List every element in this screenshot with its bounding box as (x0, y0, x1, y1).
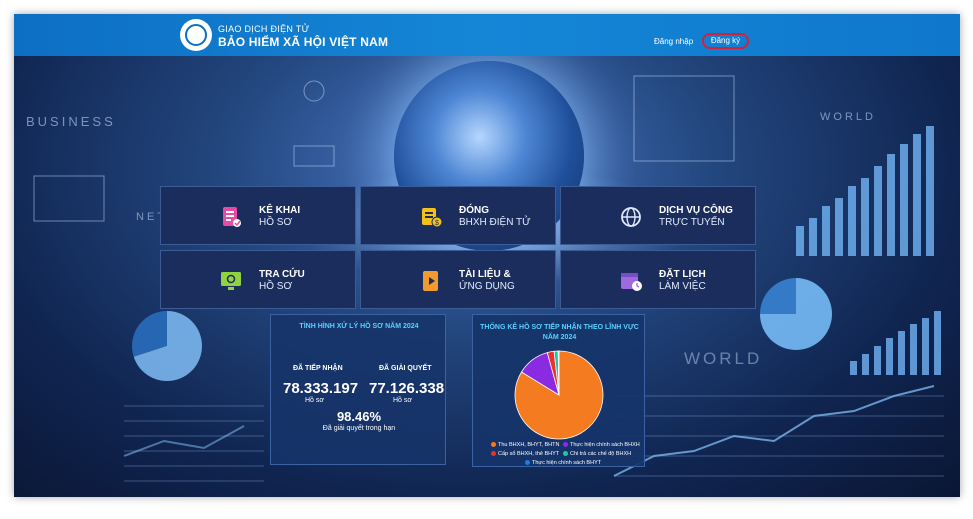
legend-swatch (491, 442, 496, 448)
brand-subtitle: GIAO DỊCH ĐIỆN TỬ (218, 24, 310, 34)
legend-label: Thực hiện chính sách BHYT (532, 460, 602, 466)
tile-subtitle: TRỰC TUYẾN (659, 217, 725, 228)
tile-title: ĐẶT LỊCH (659, 269, 706, 280)
legend-label: Chi trả các chế độ BHXH (570, 451, 632, 457)
tile-dong-bhxh[interactable]: $ ĐÓNG BHXH ĐIỆN TỬ (360, 186, 556, 245)
tile-subtitle: BHXH ĐIỆN TỬ (459, 217, 531, 228)
legend-item: Thực hiện chính sách BHXH (563, 442, 640, 448)
globe-icon (621, 207, 641, 227)
bg-text-business: BUSINESS (26, 114, 116, 129)
site-header: GIAO DỊCH ĐIỆN TỬ BẢO HIỂM XÃ HỘI VIỆT N… (14, 14, 960, 56)
register-button[interactable]: Đăng ký (702, 33, 749, 49)
bg-pie-graphic-right (760, 278, 832, 350)
document-form-icon (223, 207, 241, 227)
legend-label: Thu BHXH, BHYT, BHTN (498, 442, 560, 448)
received-value: 78.333.197 (283, 380, 359, 397)
pie-chart (514, 350, 604, 440)
on-time-rate: 98.46% (336, 409, 382, 424)
bg-decorations (33, 75, 944, 482)
received-unit: Hồ sơ (305, 397, 324, 404)
legend-label: Cấp sổ BHXH, thẻ BHYT (498, 451, 560, 457)
tile-subtitle: ỨNG DỤNG (459, 281, 515, 292)
tile-subtitle: LÀM VIỆC (659, 281, 706, 292)
tile-title: TÀI LIỆU & (459, 269, 511, 280)
tile-tai-lieu[interactable]: TÀI LIỆU & ỨNG DỤNG (360, 250, 556, 309)
bg-text-world-1: WORLD (820, 111, 876, 123)
legend-swatch (563, 451, 568, 457)
resolved-value: 77.126.338 (369, 380, 445, 397)
legend-item: Chi trả các chế độ BHXH (563, 451, 631, 457)
resolved-unit: Hồ sơ (393, 397, 412, 404)
legend-item: Thực hiện chính sách BHYT (525, 460, 601, 466)
legend-swatch (525, 460, 530, 466)
tile-subtitle: HỒ SƠ (259, 281, 293, 292)
pie-slice[interactable] (557, 350, 560, 396)
bhxh-logo-icon[interactable] (180, 19, 212, 51)
tile-dich-vu-cong[interactable]: DỊCH VỤ CÔNG TRỰC TUYẾN (560, 186, 756, 245)
processing-stats-panel: TÌNH HÌNH XỬ LÝ HỒ SƠ NĂM 2024 ĐÃ TIẾP N… (270, 314, 446, 465)
bg-text-world-2: WORLD (684, 349, 763, 368)
tile-ke-khai[interactable]: KÊ KHAI HỒ SƠ (160, 186, 356, 245)
stats-title: TÌNH HÌNH XỬ LÝ HỒ SƠ NĂM 2024 (299, 323, 419, 330)
legend-label: Thực hiện chính sách BHXH (570, 442, 640, 448)
chart-title: THỐNG KÊ HỒ SƠ TIẾP NHẬN THEO LĨNH VỰC N… (480, 324, 639, 341)
resolved-label: ĐÃ GIẢI QUYẾT (379, 365, 432, 372)
document-play-icon (423, 271, 438, 291)
legend-item: Thu BHXH, BHYT, BHTN (491, 442, 559, 448)
tile-dat-lich[interactable]: ĐẶT LỊCH LÀM VIỆC (560, 250, 756, 309)
svg-text:$: $ (435, 220, 439, 227)
login-link[interactable]: Đăng nhập (654, 37, 694, 46)
field-stats-panel: THỐNG KÊ HỒ SƠ TIẾP NHẬN THEO LĨNH VỰC N… (472, 314, 645, 467)
tile-title: ĐÓNG (459, 205, 489, 216)
received-label: ĐÃ TIẾP NHẬN (293, 365, 343, 372)
service-tiles: KÊ KHAI HỒ SƠ $ ĐÓNG BHXH ĐIỆN TỬ DỊCH V… (160, 186, 756, 310)
tile-title: TRA CỨU (259, 269, 305, 280)
legend-swatch (563, 442, 568, 448)
bg-pie-graphic (132, 311, 202, 381)
tile-title: DỊCH VỤ CÔNG (659, 205, 733, 216)
browser-viewport: BUSINESS NETWO WORLD WORLD (14, 14, 960, 497)
tile-tra-cuu[interactable]: TRA CỨU HỒ SƠ (160, 250, 356, 309)
money-bill-icon: $ (422, 208, 443, 228)
tile-subtitle: HỒ SƠ (259, 217, 293, 228)
legend-item: Cấp sổ BHXH, thẻ BHYT (491, 451, 559, 457)
calendar-clock-icon (621, 273, 642, 291)
brand-title[interactable]: BẢO HIỂM XÃ HỘI VIỆT NAM (218, 35, 389, 49)
on-time-rate-label: Đã giải quyết trong hạn (322, 425, 396, 432)
monitor-search-icon (221, 272, 241, 290)
legend-swatch (491, 451, 496, 457)
tile-title: KÊ KHAI (259, 205, 301, 216)
